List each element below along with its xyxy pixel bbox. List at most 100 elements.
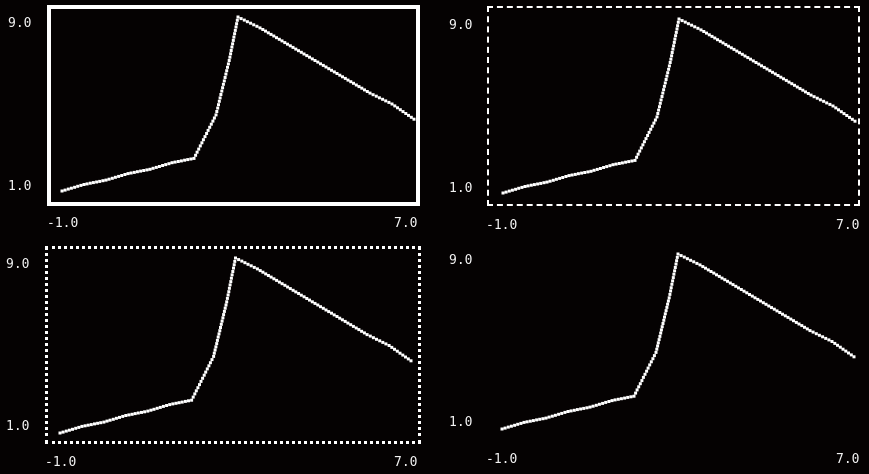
line-dot [167,162,171,166]
line-dot [613,398,617,402]
line-dot [737,286,740,290]
data-point [324,65,328,69]
line-dot [656,344,660,348]
line-dot [674,30,678,34]
line-dot [225,296,229,300]
line-dot [573,172,577,176]
line-dot [229,276,233,280]
line-dot [327,67,331,71]
line-dot [693,25,697,29]
line-dot [332,70,336,74]
line-dot [324,308,328,312]
line-dot [626,395,630,399]
line-dot [208,125,212,129]
line-dot [779,75,783,79]
line-dot [715,273,718,277]
line-dot [193,392,197,396]
line-dot [201,376,205,380]
line-dot [605,165,609,169]
line-dot [223,76,227,79]
line-dot [620,161,624,165]
line-dot [330,68,333,72]
data-point [302,52,306,56]
line-dot [354,83,358,87]
line-dot [95,180,99,184]
line-dot [652,354,656,358]
line-dot [658,105,661,109]
x-min-label: -1.0 [45,455,77,470]
line-dot [404,355,407,359]
data-point [545,180,549,184]
line-dot [384,99,388,103]
line-dot [669,57,673,61]
line-dot [550,414,554,418]
line-dot [616,397,620,401]
data-point [523,185,527,188]
data-point [633,158,637,162]
line-dot [297,49,300,53]
line-dot [199,379,203,383]
line-dot [231,38,235,42]
line-dot [362,331,366,335]
line-dot [149,408,153,412]
line-dot [665,305,669,309]
line-dot [526,184,530,188]
line-dot [135,170,139,174]
line-dot [222,79,226,83]
line-dot [760,64,763,68]
line-dot [261,28,265,31]
line-dot [286,42,289,46]
line-dot [208,361,212,365]
line-dot [586,170,590,174]
y-min-label: 1.0 [6,419,30,434]
line-dot [528,419,532,423]
line-dot [212,116,216,120]
line-dot [761,301,765,305]
line-dot [551,178,555,182]
line-dot [624,160,628,164]
line-dot [67,428,71,432]
line-dot [637,385,641,389]
line-dot [201,138,205,142]
line-dot [532,183,536,187]
line-dot [716,38,719,42]
line-dot [252,23,256,27]
line-dot [219,322,223,326]
line-dot [790,82,794,86]
line-dot [197,147,201,151]
data-point [280,39,284,43]
data-point [786,315,790,319]
line-dot [224,303,228,307]
data-point [412,117,416,121]
line-dot [662,88,666,92]
y-max-label: 9.0 [449,18,473,33]
line-dot [655,347,659,351]
line-dot [557,412,561,416]
line-dot [85,182,89,186]
line-dot [670,54,674,58]
line-dot [88,181,92,185]
line-dot [365,90,369,93]
line-dot [66,187,70,191]
line-dot [728,281,732,285]
line-dot [157,165,161,168]
line-dot [641,143,645,147]
x-max-label: 7.0 [836,218,860,233]
line-dot [310,57,314,61]
line-dot [710,34,714,38]
line-dot [297,292,301,295]
line-dot [702,30,706,33]
line-dot [174,401,178,405]
line-dot [685,257,689,261]
data-point [212,354,216,358]
line-dot [189,157,193,161]
line-dot [731,283,735,287]
line-dot [229,52,233,56]
data-point [589,169,593,173]
data-point [721,41,725,45]
line-dot [130,412,134,416]
line-dot [232,263,236,267]
line-dot [598,167,602,170]
